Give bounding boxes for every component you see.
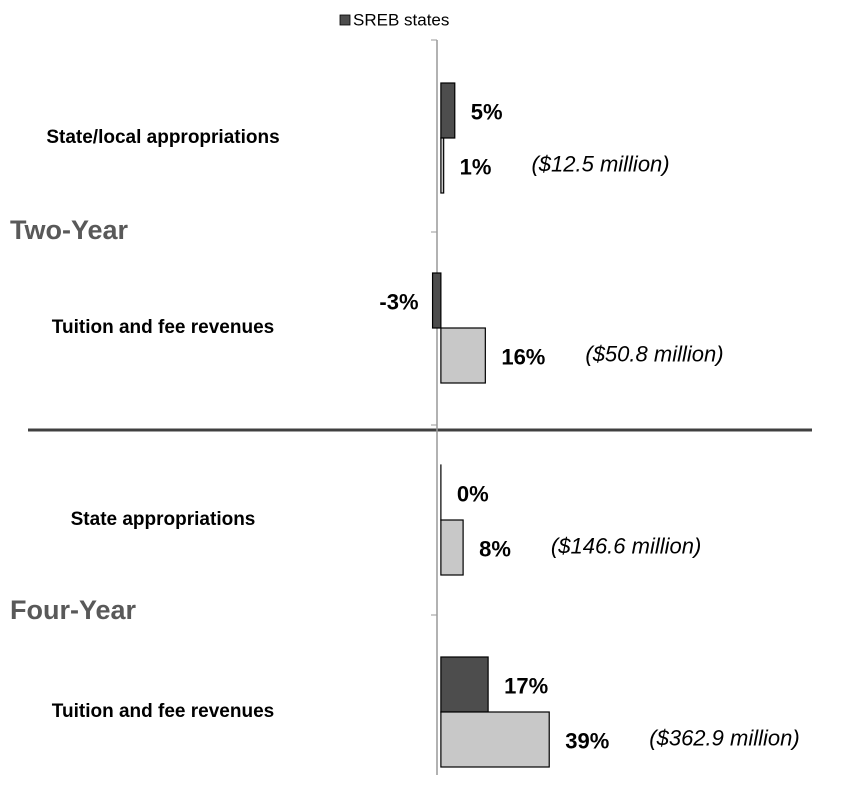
value-label: 17% (504, 673, 548, 698)
legend-label: SREB states (353, 10, 449, 29)
group-label: Two-Year (10, 215, 129, 245)
annotation: ($50.8 million) (585, 341, 723, 366)
bar (440, 711, 550, 768)
legend-swatch (339, 14, 351, 26)
annotation: ($146.6 million) (551, 533, 701, 558)
value-label: 16% (501, 344, 545, 369)
category-label: Tuition and fee revenues (52, 701, 274, 722)
category-label: State appropriations (71, 509, 256, 530)
category-label: State/local appropriations (46, 127, 279, 148)
annotation: ($12.5 million) (531, 151, 669, 176)
value-label: -3% (379, 289, 418, 314)
value-label: 1% (460, 154, 492, 179)
group-label: Four-Year (10, 595, 137, 625)
value-label: 8% (479, 536, 511, 561)
bar (440, 137, 445, 194)
value-label: 0% (457, 481, 489, 506)
value-label: 39% (565, 728, 609, 753)
bar (440, 519, 464, 576)
value-label: 5% (471, 99, 503, 124)
annotation: ($362.9 million) (649, 725, 799, 750)
bar (440, 656, 489, 713)
bar (440, 327, 486, 384)
category-label: Tuition and fee revenues (52, 317, 274, 338)
bar (440, 82, 456, 139)
bar (431, 272, 442, 329)
